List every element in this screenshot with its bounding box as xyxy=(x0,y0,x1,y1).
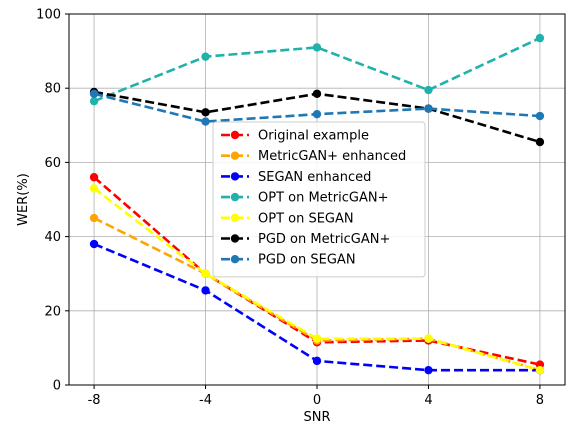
data-point xyxy=(201,117,210,126)
series-4 xyxy=(89,184,545,375)
data-point xyxy=(89,184,99,193)
series-6 xyxy=(89,89,545,126)
x-tick-label: 0 xyxy=(313,393,321,408)
y-tick-label: 20 xyxy=(44,304,61,319)
y-tick-label: 0 xyxy=(53,379,61,394)
x-axis-ticks: -8 -4 0 4 8 xyxy=(88,385,544,408)
data-point xyxy=(312,356,322,366)
data-point xyxy=(201,108,210,117)
data-point xyxy=(89,173,99,182)
legend-label: PGD on MetricGAN+ xyxy=(258,232,390,247)
data-point xyxy=(424,104,433,113)
data-point xyxy=(535,137,545,147)
x-tick-label: 8 xyxy=(536,393,544,408)
legend-label: MetricGAN+ enhanced xyxy=(258,149,406,164)
x-tick-label: -8 xyxy=(88,393,101,408)
data-point xyxy=(535,111,545,121)
legend-label: OPT on MetricGAN+ xyxy=(258,191,388,206)
legend-item: Original example xyxy=(221,129,369,144)
legend-item: PGD on MetricGAN+ xyxy=(221,232,390,247)
legend-swatch-marker xyxy=(230,151,240,160)
x-tick-label: -4 xyxy=(199,393,212,408)
y-axis-label: WER(%) xyxy=(16,173,31,226)
legend-item: SEGAN enhanced xyxy=(221,170,371,185)
legend-item: OPT on SEGAN xyxy=(221,211,354,226)
legend-item: OPT on MetricGAN+ xyxy=(221,191,388,206)
legend-swatch-marker xyxy=(230,172,240,181)
data-point xyxy=(201,286,210,295)
legend-box xyxy=(212,121,426,278)
legend-swatch-marker xyxy=(230,192,240,202)
legend-swatch-marker xyxy=(230,130,240,140)
data-point xyxy=(89,239,99,249)
x-axis-label: SNR xyxy=(303,410,330,425)
data-point xyxy=(424,334,433,343)
legend-label: SEGAN enhanced xyxy=(258,170,371,185)
data-point xyxy=(89,96,99,106)
data-point xyxy=(424,85,433,95)
series-line xyxy=(93,36,541,103)
data-point xyxy=(89,213,99,223)
legend-label: OPT on SEGAN xyxy=(258,211,354,226)
series-layer xyxy=(89,33,545,375)
data-point xyxy=(424,365,433,375)
data-point xyxy=(312,109,322,119)
data-point xyxy=(89,89,99,98)
series-3 xyxy=(89,33,545,106)
legend-swatch-marker xyxy=(230,234,240,243)
legend-label: Original example xyxy=(258,129,369,144)
legend-label: PGD on SEGAN xyxy=(258,253,356,268)
data-point xyxy=(535,365,545,375)
y-tick-label: 100 xyxy=(36,8,61,23)
legend-item: MetricGAN+ enhanced xyxy=(221,149,406,164)
data-point xyxy=(535,33,545,43)
legend: Original example MetricGAN+ enhanced SEGAN… xyxy=(212,121,426,278)
data-point xyxy=(312,89,322,98)
y-tick-label: 80 xyxy=(44,82,61,97)
series-5 xyxy=(89,87,545,147)
data-point xyxy=(312,43,322,52)
data-point xyxy=(201,52,210,61)
x-tick-label: 4 xyxy=(424,393,432,408)
data-point xyxy=(201,269,210,278)
series-line xyxy=(93,187,541,372)
y-axis-ticks: 0 20 40 60 80 100 xyxy=(36,8,69,394)
data-point xyxy=(312,334,322,343)
legend-swatch-marker xyxy=(230,213,240,222)
y-tick-label: 40 xyxy=(44,230,61,245)
y-tick-label: 60 xyxy=(44,156,61,171)
legend-item: PGD on SEGAN xyxy=(221,253,356,268)
legend-swatch-marker xyxy=(230,255,240,264)
